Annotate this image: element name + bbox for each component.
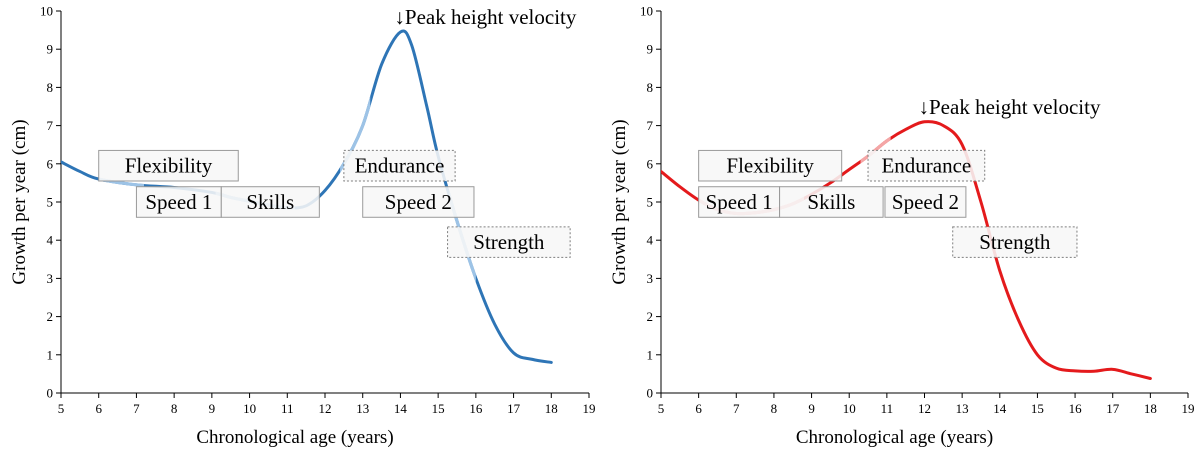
- x-tick-label: 14: [394, 401, 408, 416]
- label-box-endurance: [867, 149, 986, 182]
- y-tick-label: 6: [647, 156, 654, 171]
- label-box-speed-2: [362, 186, 475, 218]
- x-tick-label: 16: [1069, 401, 1083, 416]
- label-box-skills: [220, 186, 320, 218]
- y-tick-label: 10: [640, 4, 653, 19]
- x-tick-label: 6: [95, 401, 102, 416]
- y-tick-label: 2: [47, 309, 54, 324]
- label-box-flexibility-text: Flexibility: [726, 154, 814, 178]
- label-box-flexibility: [98, 149, 239, 182]
- x-tick-label: 8: [171, 401, 178, 416]
- x-tick-label: 12: [918, 401, 931, 416]
- y-tick-label: 4: [47, 233, 54, 248]
- label-box-skills: [779, 186, 884, 218]
- x-tick-label: 13: [356, 401, 369, 416]
- y-axis-title: Growth per year (cm): [609, 119, 630, 284]
- x-tick-label: 10: [843, 401, 856, 416]
- x-tick-label: 13: [956, 401, 969, 416]
- x-tick-label: 9: [808, 401, 815, 416]
- x-tick-label: 5: [58, 401, 65, 416]
- y-tick-label: 4: [647, 233, 654, 248]
- y-tick-label: 5: [647, 195, 654, 210]
- x-tick-label: 6: [695, 401, 702, 416]
- label-box-flexibility: [698, 149, 843, 182]
- y-tick-label: 1: [47, 347, 54, 362]
- label-box-strength: [447, 226, 571, 258]
- y-tick-label: 8: [47, 80, 54, 95]
- x-tick-label: 10: [243, 401, 256, 416]
- x-axis-title: Chronological age (years): [796, 427, 993, 448]
- label-box-speed-1: [698, 186, 781, 218]
- label-box-speed-1: [135, 186, 222, 218]
- label-box-endurance: [343, 149, 456, 182]
- y-tick-label: 7: [47, 118, 54, 133]
- y-tick-label: 1: [647, 347, 654, 362]
- x-axis-title: Chronological age (years): [196, 427, 393, 448]
- x-tick-label: 5: [658, 401, 665, 416]
- y-tick-label: 5: [47, 195, 54, 210]
- label-box-skills-text: Skills: [807, 190, 855, 214]
- x-tick-label: 15: [1031, 401, 1044, 416]
- x-tick-label: 9: [209, 401, 216, 416]
- x-tick-label: 14: [993, 401, 1007, 416]
- label-box-strength-text: Strength: [979, 230, 1051, 254]
- y-tick-label: 7: [647, 118, 654, 133]
- label-box-strength-text: Strength: [473, 230, 545, 254]
- peak-height-velocity-annotation: ↓Peak height velocity: [394, 5, 576, 29]
- y-tick-label: 6: [47, 156, 54, 171]
- label-box-skills-text: Skills: [246, 190, 294, 214]
- x-tick-label: 7: [133, 401, 140, 416]
- y-tick-label: 3: [647, 271, 654, 286]
- label-box-speed-2: [884, 186, 967, 218]
- peak-height-velocity-annotation: ↓Peak height velocity: [919, 95, 1101, 119]
- label-box-strength: [952, 226, 1078, 258]
- x-tick-label: 17: [507, 401, 521, 416]
- y-tick-label: 9: [647, 42, 654, 57]
- curve-highlight-segment: [449, 190, 476, 284]
- y-tick-label: 10: [40, 4, 53, 19]
- y-tick-label: 0: [47, 386, 54, 401]
- x-tick-label: 19: [583, 401, 596, 416]
- y-tick-label: 0: [647, 386, 654, 401]
- x-tick-label: 18: [545, 401, 558, 416]
- y-tick-label: 2: [647, 309, 654, 324]
- y-tick-label: 8: [647, 80, 654, 95]
- x-tick-label: 16: [469, 401, 483, 416]
- x-tick-label: 19: [1182, 401, 1195, 416]
- y-axis-title: Growth per year (cm): [9, 119, 30, 284]
- x-tick-label: 18: [1144, 401, 1157, 416]
- x-tick-label: 15: [432, 401, 445, 416]
- label-box-speed-1-text: Speed 1: [706, 190, 773, 214]
- label-box-speed-2-text: Speed 2: [892, 190, 959, 214]
- label-box-speed-1-text: Speed 1: [145, 190, 212, 214]
- label-box-endurance-text: Endurance: [355, 154, 445, 178]
- x-tick-label: 17: [1106, 401, 1120, 416]
- label-box-speed-2-text: Speed 2: [385, 190, 452, 214]
- y-tick-label: 9: [47, 42, 54, 57]
- x-tick-label: 11: [881, 401, 894, 416]
- x-tick-label: 7: [733, 401, 740, 416]
- label-box-flexibility-text: Flexibility: [125, 154, 213, 178]
- label-box-endurance-text: Endurance: [881, 154, 971, 178]
- x-tick-label: 12: [319, 401, 332, 416]
- x-tick-label: 11: [281, 401, 294, 416]
- y-tick-label: 3: [47, 271, 54, 286]
- x-tick-label: 8: [771, 401, 778, 416]
